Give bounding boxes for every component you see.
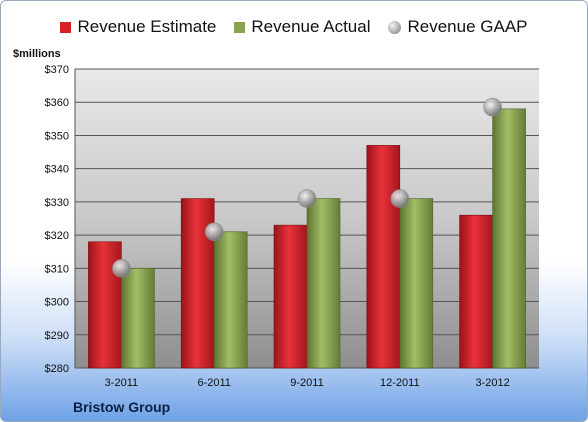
- x-tick-label: 3-2011: [105, 377, 138, 389]
- marker-revenue-gaap: [390, 189, 410, 208]
- bar-revenue-actual: [121, 268, 155, 369]
- y-tick-label: $350: [45, 130, 69, 142]
- legend-swatch-actual: [234, 21, 246, 33]
- y-tick-label: $310: [45, 263, 69, 275]
- legend-label-gaap: Revenue GAAP: [407, 17, 528, 36]
- legend-label-actual: Revenue Actual: [251, 17, 371, 36]
- legend-swatch-estimate: [60, 21, 72, 33]
- marker-revenue-gaap: [112, 259, 131, 278]
- y-tick-label: $320: [45, 230, 69, 242]
- legend: Revenue Estimate Revenue Actual Revenue …: [1, 17, 587, 37]
- x-tick-label: 9-2011: [290, 377, 323, 389]
- y-axis-label: $millions: [13, 48, 61, 60]
- legend-item-actual: Revenue Actual: [234, 17, 370, 37]
- bar-revenue-actual: [492, 108, 526, 369]
- y-tick-label: $290: [45, 330, 69, 342]
- x-tick-label: 3-2012: [475, 377, 509, 389]
- company-name: Bristow Group: [73, 399, 171, 415]
- marker-revenue-gaap: [297, 189, 317, 208]
- legend-label-estimate: Revenue Estimate: [77, 17, 217, 36]
- x-tick-label: 12-2011: [380, 377, 420, 389]
- y-tick-label: $340: [45, 164, 69, 176]
- y-tick-label: $330: [45, 197, 69, 209]
- x-tick-label: 6-2011: [197, 377, 230, 389]
- bar-revenue-actual: [306, 198, 341, 369]
- marker-revenue-gaap: [483, 97, 502, 117]
- bar-revenue-estimate: [459, 214, 493, 369]
- marker-revenue-gaap: [204, 222, 224, 242]
- legend-item-gaap: Revenue GAAP: [388, 17, 528, 37]
- y-tick-label: $360: [45, 97, 69, 109]
- bar-revenue-estimate: [366, 145, 401, 369]
- y-tick-label: $280: [45, 363, 69, 375]
- bar-revenue-estimate: [273, 224, 308, 369]
- y-tick-label: $300: [45, 297, 69, 309]
- bar-revenue-actual: [213, 231, 248, 369]
- legend-item-estimate: Revenue Estimate: [60, 17, 216, 37]
- y-tick-label: $370: [45, 64, 69, 76]
- bar-revenue-actual: [399, 198, 434, 369]
- legend-marker-gaap-icon: [388, 20, 402, 34]
